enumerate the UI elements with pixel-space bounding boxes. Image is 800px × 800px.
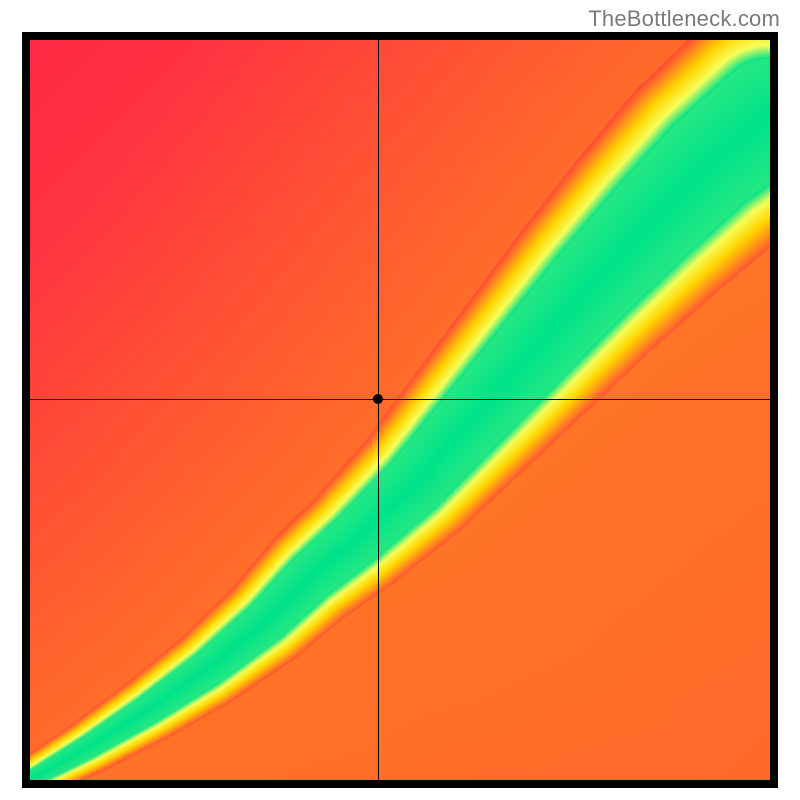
data-point-marker bbox=[373, 394, 383, 404]
plot-area bbox=[30, 40, 770, 780]
crosshair-vertical bbox=[378, 40, 379, 780]
crosshair-horizontal bbox=[30, 399, 770, 400]
plot-border bbox=[22, 32, 778, 788]
watermark-text: TheBottleneck.com bbox=[588, 6, 780, 32]
heatmap-canvas bbox=[30, 40, 770, 780]
root-container: TheBottleneck.com bbox=[0, 0, 800, 800]
